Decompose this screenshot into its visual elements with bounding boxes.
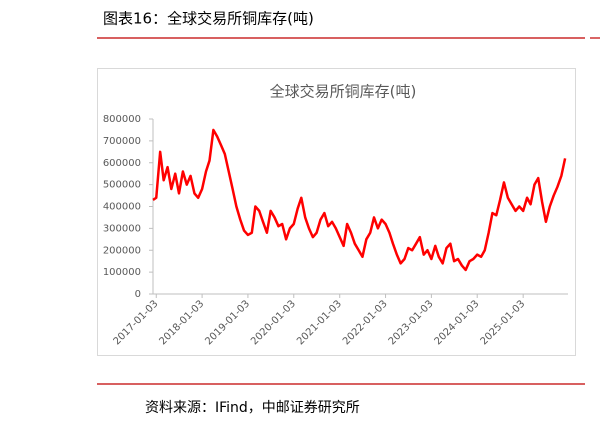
x-tick-label: 2023-01-03 (387, 298, 436, 347)
x-tick-label: 2024-01-03 (433, 298, 482, 347)
x-tick-label: 2019-01-03 (203, 298, 252, 347)
chart-title: 全球交易所铜库存(吨) (270, 83, 417, 101)
y-tick-label: 0 (135, 289, 141, 300)
source-note: 资料来源：IFind，中邮证券研究所 (145, 400, 360, 416)
y-tick-label: 300000 (103, 223, 141, 234)
y-tick-label: 200000 (103, 245, 141, 256)
x-tick-label: 2022-01-03 (341, 298, 390, 347)
y-tick-label: 500000 (103, 180, 141, 191)
x-tick-label: 2021-01-03 (295, 298, 344, 347)
data-line (152, 128, 567, 272)
x-tick-label: 2017-01-03 (112, 298, 161, 347)
x-tick-label: 2020-01-03 (249, 298, 298, 347)
x-tick-label: 2025-01-03 (479, 298, 528, 347)
y-tick-label: 700000 (103, 136, 141, 147)
x-tick-label: 2018-01-03 (157, 298, 206, 347)
y-tick-label: 800000 (103, 114, 141, 125)
chart-frame (97, 68, 576, 356)
y-tick-label: 600000 (103, 158, 141, 169)
y-tick-label: 400000 (103, 202, 141, 213)
y-tick-label: 100000 (103, 267, 141, 278)
header-title: 图表16：全球交易所铜库存(吨) (103, 10, 314, 28)
